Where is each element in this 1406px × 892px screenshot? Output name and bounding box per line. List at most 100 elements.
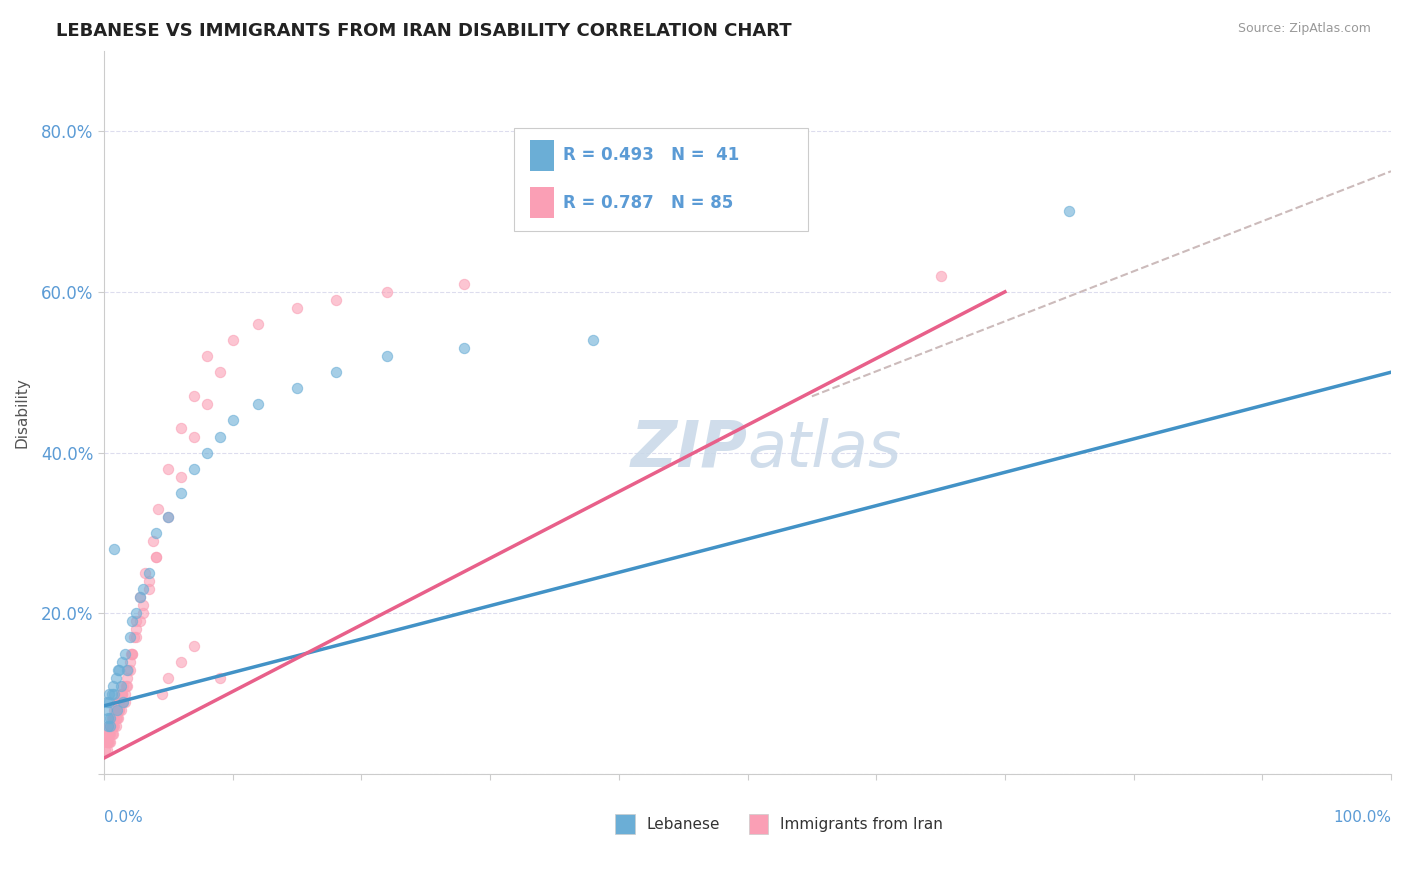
Point [195,349,218,363]
Point [131,582,153,597]
Point [157,671,180,685]
Point [325,365,347,379]
Point [131,599,153,613]
Point [101,727,124,741]
Point [157,509,180,524]
Point [208,429,231,443]
Point [115,663,138,677]
Point [138,566,160,581]
Point [129,591,152,605]
Point [122,631,145,645]
Point [453,341,475,355]
Point [111,687,134,701]
Text: Lebanese: Lebanese [647,817,720,831]
Point [104,711,127,725]
Point [97,727,120,741]
Point [97,727,120,741]
Point [285,301,308,315]
Point [121,647,143,661]
Point [105,711,128,725]
Point [100,719,122,733]
Point [103,687,125,701]
Point [183,429,205,443]
Point [125,623,148,637]
Point [170,421,193,435]
Y-axis label: Disability: Disability [15,377,30,448]
Point [208,365,231,379]
Text: 0.0%: 0.0% [104,810,143,825]
Point [112,695,135,709]
Text: atlas: atlas [748,417,901,480]
Point [111,655,134,669]
Point [150,687,173,701]
Point [96,695,118,709]
Point [247,317,270,331]
Point [96,735,118,749]
Point [107,663,129,677]
Point [100,727,122,741]
Point [100,711,122,725]
Point [97,719,120,733]
Point [114,695,136,709]
Point [104,719,127,733]
Text: Immigrants from Iran: Immigrants from Iran [780,817,942,831]
Point [110,679,132,693]
Point [98,735,121,749]
Text: ZIP: ZIP [630,417,748,480]
Point [112,679,135,693]
Point [103,719,125,733]
Point [112,695,135,709]
Point [208,671,231,685]
Point [97,735,120,749]
Point [96,703,118,717]
Point [138,574,160,589]
Point [108,703,131,717]
Point [104,671,127,685]
Point [170,469,193,483]
Point [129,591,152,605]
Point [1057,204,1080,219]
Point [105,703,128,717]
Point [115,671,138,685]
Point [183,461,205,475]
Point [222,413,245,427]
Point [129,615,152,629]
Point [101,711,124,725]
Point [111,695,134,709]
Point [108,663,131,677]
Point [145,550,167,565]
Point [145,526,167,541]
Point [138,582,160,597]
Point [170,655,193,669]
Point [101,719,124,733]
Point [108,695,131,709]
Point [929,268,952,283]
Point [107,711,129,725]
Point [100,687,122,701]
Point [157,509,180,524]
Point [195,445,218,459]
Text: Source: ZipAtlas.com: Source: ZipAtlas.com [1237,22,1371,36]
Point [96,735,118,749]
Point [125,615,148,629]
Point [115,679,138,693]
Point [110,703,132,717]
Point [285,381,308,395]
Point [97,711,120,725]
Point [105,695,128,709]
Point [121,615,143,629]
Point [103,542,125,557]
Text: LEBANESE VS IMMIGRANTS FROM IRAN DISABILITY CORRELATION CHART: LEBANESE VS IMMIGRANTS FROM IRAN DISABIL… [56,22,792,40]
Point [118,655,141,669]
Point [100,727,122,741]
Point [453,277,475,291]
Point [108,703,131,717]
Point [104,703,127,717]
Point [100,719,122,733]
Point [114,687,136,701]
Point [125,631,148,645]
Point [101,679,124,693]
Point [111,687,134,701]
Point [131,607,153,621]
Point [325,293,347,307]
